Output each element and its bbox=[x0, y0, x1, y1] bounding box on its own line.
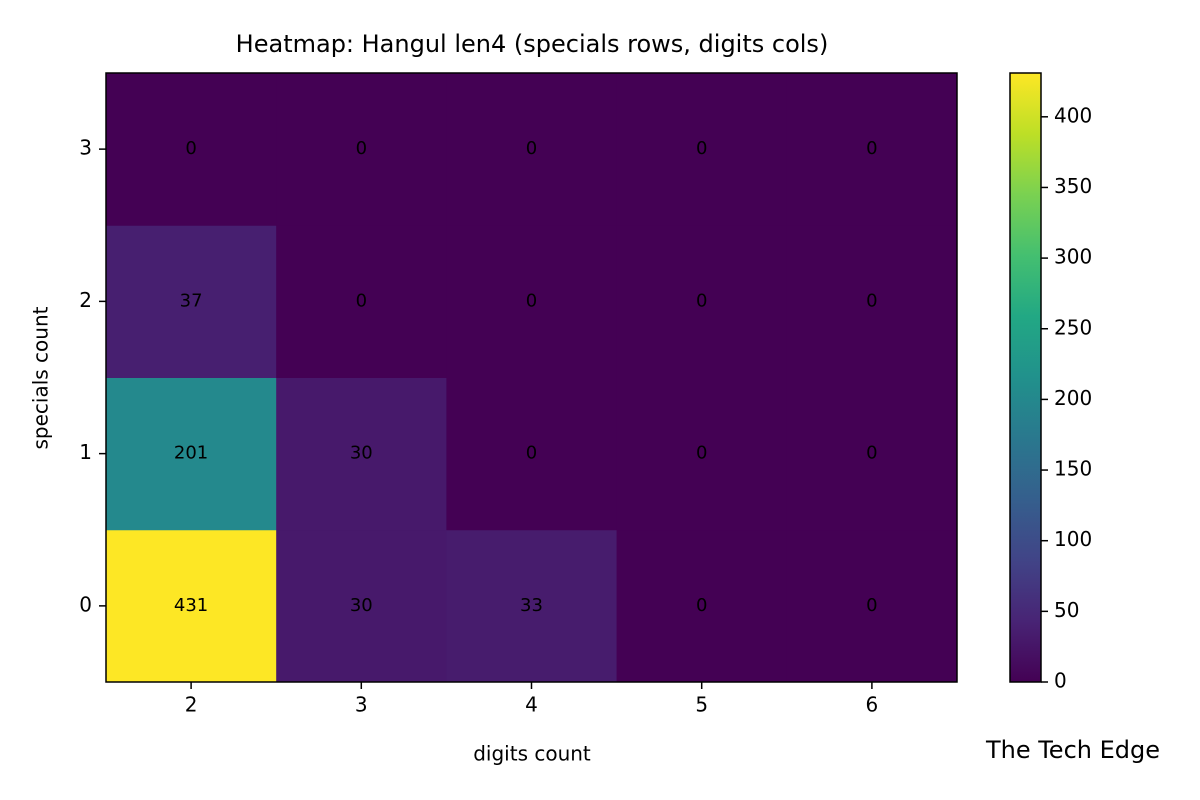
x-tick-label: 6 bbox=[866, 693, 879, 717]
cell-label: 201 bbox=[174, 443, 208, 464]
cell-label: 37 bbox=[180, 290, 203, 311]
x-axis-label: digits count bbox=[473, 742, 591, 766]
colorbar bbox=[1009, 72, 1042, 683]
cell-label: 0 bbox=[866, 290, 877, 311]
cell-label: 0 bbox=[866, 138, 877, 159]
cell-label: 0 bbox=[356, 290, 367, 311]
heatmap-cell bbox=[446, 225, 618, 378]
colorbar-tick-label: 100 bbox=[1054, 527, 1092, 551]
cell-label: 33 bbox=[520, 595, 543, 616]
heatmap-cell bbox=[276, 529, 447, 683]
heatmap-cell bbox=[276, 73, 447, 226]
heatmap-cell bbox=[276, 377, 447, 531]
heatmap-cell bbox=[106, 529, 277, 683]
watermark: The Tech Edge bbox=[985, 736, 1160, 764]
cell-label: 0 bbox=[866, 443, 877, 464]
heatmap-cell bbox=[786, 529, 958, 683]
heatmap-cell bbox=[616, 529, 788, 683]
heatmap-cell bbox=[446, 529, 618, 683]
colorbar-tick-label: 200 bbox=[1054, 386, 1092, 410]
cell-label: 30 bbox=[350, 443, 373, 464]
heatmap-cell bbox=[106, 225, 277, 378]
cell-label: 0 bbox=[866, 595, 877, 616]
x-tick-label: 2 bbox=[185, 693, 198, 717]
heatmap-cell bbox=[446, 377, 618, 531]
cell-label: 0 bbox=[696, 595, 707, 616]
heatmap-cell bbox=[616, 377, 788, 531]
cell-label: 0 bbox=[526, 138, 537, 159]
chart-title: Heatmap: Hangul len4 (specials rows, dig… bbox=[236, 30, 829, 58]
cell-label: 0 bbox=[185, 138, 196, 159]
heatmap-cell bbox=[786, 73, 958, 226]
cell-label: 0 bbox=[526, 290, 537, 311]
x-tick-label: 4 bbox=[525, 693, 538, 717]
cell-label: 0 bbox=[356, 138, 367, 159]
heatmap-cell bbox=[616, 73, 788, 226]
cell-label: 0 bbox=[696, 138, 707, 159]
heatmap-cell bbox=[786, 225, 958, 378]
cell-label: 30 bbox=[350, 595, 373, 616]
colorbar-tick-label: 250 bbox=[1054, 315, 1092, 339]
y-tick-label: 2 bbox=[79, 288, 92, 312]
heatmap-cell bbox=[106, 73, 277, 226]
heatmap-cell bbox=[446, 73, 618, 226]
colorbar-tick-label: 300 bbox=[1054, 245, 1092, 269]
cell-label: 0 bbox=[696, 290, 707, 311]
cell-label: 431 bbox=[174, 595, 208, 616]
colorbar-tick-label: 150 bbox=[1054, 457, 1092, 481]
y-tick-label: 1 bbox=[79, 440, 92, 464]
colorbar-tick-label: 400 bbox=[1054, 103, 1092, 127]
y-axis-label: specials count bbox=[29, 306, 53, 449]
colorbar-tick-label: 0 bbox=[1054, 669, 1067, 693]
x-tick-label: 5 bbox=[695, 693, 708, 717]
y-tick-label: 0 bbox=[79, 592, 92, 616]
colorbar-tick-label: 50 bbox=[1054, 598, 1079, 622]
x-tick-label: 3 bbox=[355, 693, 368, 717]
heatmap-cell bbox=[106, 377, 277, 531]
cell-label: 0 bbox=[696, 443, 707, 464]
y-tick-label: 3 bbox=[79, 136, 92, 160]
cell-label: 0 bbox=[526, 443, 537, 464]
heatmap-cell bbox=[786, 377, 958, 531]
heatmap-cell bbox=[276, 225, 447, 378]
colorbar-tick-label: 350 bbox=[1054, 174, 1092, 198]
heatmap-cell bbox=[616, 225, 788, 378]
